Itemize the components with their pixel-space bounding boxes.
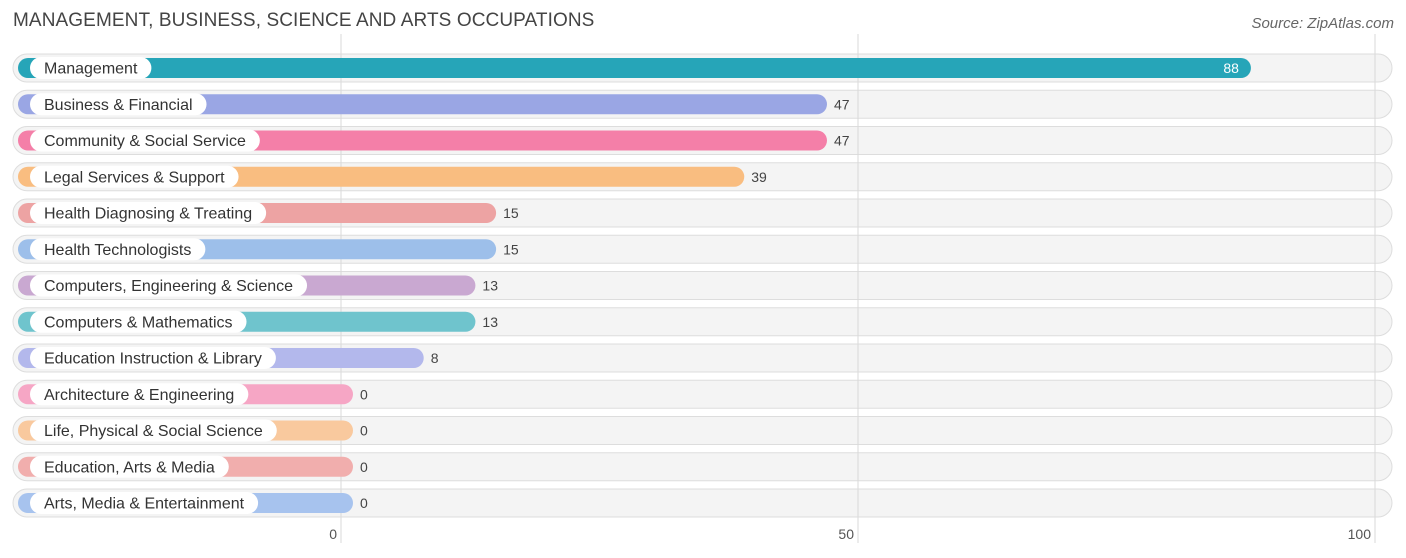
- category-label: Health Technologists: [44, 242, 191, 259]
- data-label: 88: [1223, 60, 1239, 76]
- category-label-pill: [30, 492, 259, 514]
- data-label: 15: [503, 205, 519, 221]
- category-label: Architecture & Engineering: [44, 387, 234, 404]
- category-label-pill: [30, 419, 277, 442]
- category-label-pill: [30, 93, 207, 116]
- category-label: Education Instruction & Library: [44, 351, 262, 368]
- category-label-pill: [30, 202, 267, 224]
- row-background: [12, 416, 1393, 445]
- category-label-pill: [30, 455, 229, 478]
- data-label: 15: [503, 241, 519, 257]
- data-label: 0: [360, 423, 368, 439]
- row-background: [12, 379, 1393, 409]
- x-tick-label: 0: [329, 526, 337, 542]
- data-label: 8: [431, 350, 439, 366]
- category-label-pill: [30, 165, 239, 188]
- category-label: Health Diagnosing & Treating: [44, 206, 252, 223]
- row-background: [12, 488, 1393, 518]
- data-label: 47: [834, 133, 850, 149]
- data-label: 47: [834, 96, 850, 112]
- x-tick-label: 50: [838, 526, 854, 542]
- category-label: Business & Financial: [44, 97, 193, 114]
- category-label: Management: [44, 61, 138, 78]
- source-credit: Source: ZipAtlas.com: [1251, 15, 1394, 32]
- data-label: 13: [482, 314, 498, 330]
- data-label: 0: [360, 386, 368, 402]
- category-label-pill: [30, 347, 276, 369]
- chart-title: MANAGEMENT, BUSINESS, SCIENCE AND ARTS O…: [13, 10, 595, 31]
- x-tick-label: 100: [1348, 526, 1372, 542]
- category-label: Computers, Engineering & Science: [44, 278, 293, 295]
- data-label: 13: [482, 278, 498, 294]
- category-label-pill: [30, 383, 249, 406]
- category-label-pill: [30, 274, 308, 297]
- category-label-pill: [30, 57, 152, 79]
- data-label: 0: [360, 495, 368, 511]
- category-label: Education, Arts & Media: [44, 459, 215, 476]
- bar: [18, 94, 827, 115]
- category-label-pill: [30, 238, 206, 261]
- category-label: Computers & Mathematics: [44, 314, 233, 331]
- bar: [18, 58, 1251, 78]
- category-label-pill: [30, 129, 260, 152]
- data-label: 39: [751, 169, 767, 185]
- category-label: Community & Social Service: [44, 133, 246, 150]
- category-label: Life, Physical & Social Science: [44, 423, 263, 440]
- category-label: Arts, Media & Entertainment: [44, 496, 245, 513]
- data-label: 0: [360, 459, 368, 475]
- row-background: [12, 452, 1393, 482]
- category-label-pill: [30, 310, 247, 333]
- category-label: Legal Services & Support: [44, 169, 225, 186]
